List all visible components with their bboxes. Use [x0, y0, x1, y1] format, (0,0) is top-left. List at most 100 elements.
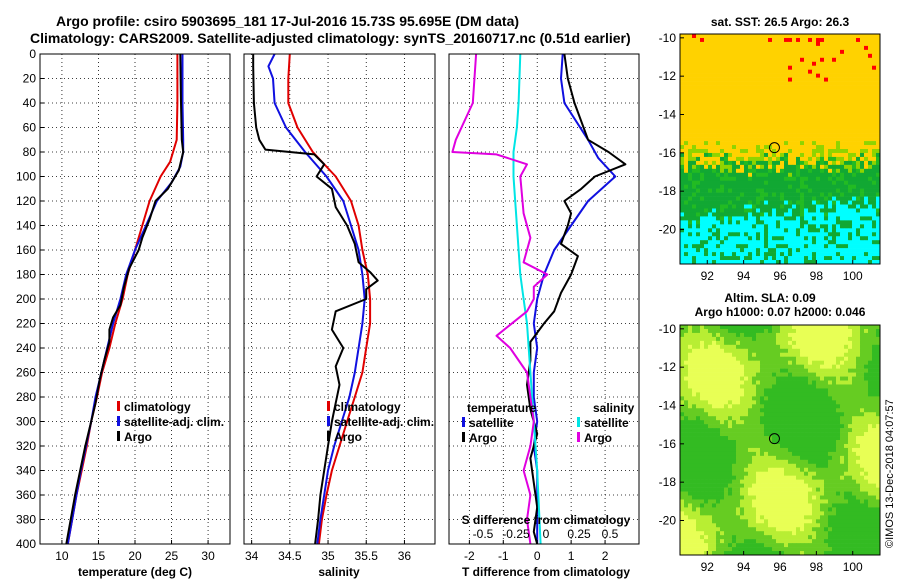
- map-cell: [804, 37, 809, 43]
- map-cell: [696, 69, 701, 74]
- map-cell: [712, 252, 717, 257]
- map-cell: [716, 360, 721, 365]
- map-cell: [868, 145, 873, 150]
- map-cell: [700, 256, 705, 261]
- map-cell: [700, 73, 705, 78]
- map-cell: [704, 61, 709, 67]
- map-cell: [864, 125, 869, 130]
- map-cell: [692, 121, 697, 126]
- map-cell: [684, 368, 689, 373]
- map-cell: [692, 388, 697, 393]
- map-cell: [768, 384, 773, 389]
- map-cell: [784, 440, 789, 445]
- map-cell: [716, 168, 721, 174]
- map-cell: [772, 129, 777, 134]
- map-cell: [696, 260, 701, 265]
- map-cell: [752, 252, 757, 257]
- map-cell: [740, 176, 745, 182]
- map-cell: [856, 216, 861, 221]
- map-cell: [776, 344, 781, 350]
- map-cell: [756, 184, 761, 189]
- map-cell: [728, 176, 733, 182]
- map-cell: [740, 125, 745, 130]
- map-cell: [860, 244, 865, 249]
- map-cell: [872, 196, 877, 201]
- map-cell: [760, 145, 765, 150]
- map-cell: [836, 408, 841, 413]
- map-cell: [732, 467, 737, 473]
- map-cell: [868, 149, 873, 154]
- map-cell: [816, 384, 821, 389]
- map-cell: [768, 228, 773, 233]
- map-cell: [816, 228, 821, 233]
- map-cell: [696, 232, 701, 237]
- map-cell: [812, 164, 817, 170]
- map-cell: [872, 336, 877, 342]
- map-cell: [860, 436, 865, 441]
- map-cell: [744, 256, 749, 261]
- s-tick-label: -0.25: [502, 527, 530, 541]
- map-cell: [764, 69, 769, 74]
- map-cell: [684, 392, 689, 397]
- map-cell: [764, 204, 769, 209]
- map-cell: [716, 208, 721, 213]
- map-cell: [680, 220, 685, 225]
- map-cell: [784, 149, 789, 154]
- map-cell: [816, 467, 821, 473]
- map-cell: [724, 392, 729, 397]
- map-cell: [712, 145, 717, 150]
- map-cell: [696, 336, 701, 342]
- map-cell: [828, 408, 833, 413]
- map-cell: [736, 180, 741, 185]
- map-cell: [860, 204, 865, 209]
- map-cell: [732, 137, 737, 142]
- map-cell: [812, 85, 817, 90]
- map-cell: [836, 149, 841, 154]
- map-cell: [852, 164, 857, 170]
- map-cell: [864, 376, 869, 381]
- map-cell: [788, 340, 793, 346]
- map-cell: [808, 447, 813, 453]
- map-cell: [716, 471, 721, 476]
- map-cell: [756, 188, 761, 193]
- map-cell: [752, 236, 757, 241]
- map-cell: [720, 364, 725, 369]
- map-cell: [736, 69, 741, 74]
- map-cell: [700, 436, 705, 441]
- map-cell: [688, 53, 693, 59]
- map-cell: [876, 125, 881, 130]
- map-cell: [800, 176, 805, 182]
- map-cell: [844, 65, 849, 70]
- map-cell: [784, 443, 789, 449]
- map-cell: [792, 212, 797, 217]
- map-cell: [788, 34, 793, 39]
- map-cell: [684, 184, 689, 189]
- map-cell: [840, 325, 845, 330]
- map-cell: [680, 340, 685, 346]
- map-cell: [812, 180, 817, 185]
- map-cell: [696, 380, 701, 385]
- map-cell: [840, 160, 845, 166]
- map-cell: [824, 184, 829, 189]
- map-cell: [784, 408, 789, 413]
- map-cell: [852, 204, 857, 209]
- map-cell: [824, 451, 829, 457]
- map-cell: [724, 440, 729, 445]
- map-cell: [776, 129, 781, 134]
- map-cell: [760, 360, 765, 365]
- map-cell: [860, 164, 865, 170]
- map-cell: [732, 65, 737, 70]
- map-cell: [720, 164, 725, 170]
- map-cell: [776, 451, 781, 457]
- map-cell: [808, 443, 813, 449]
- map-cell: [708, 34, 713, 39]
- map-cell: [808, 176, 813, 182]
- map-cell: [684, 172, 689, 178]
- map-cell: [728, 113, 733, 118]
- map-cell: [696, 256, 701, 261]
- map-cell: [824, 412, 829, 417]
- map-cell: [820, 340, 825, 346]
- map-cell: [764, 137, 769, 142]
- map-cell: [780, 436, 785, 441]
- difference-xlabel: T difference from climatology: [462, 565, 630, 579]
